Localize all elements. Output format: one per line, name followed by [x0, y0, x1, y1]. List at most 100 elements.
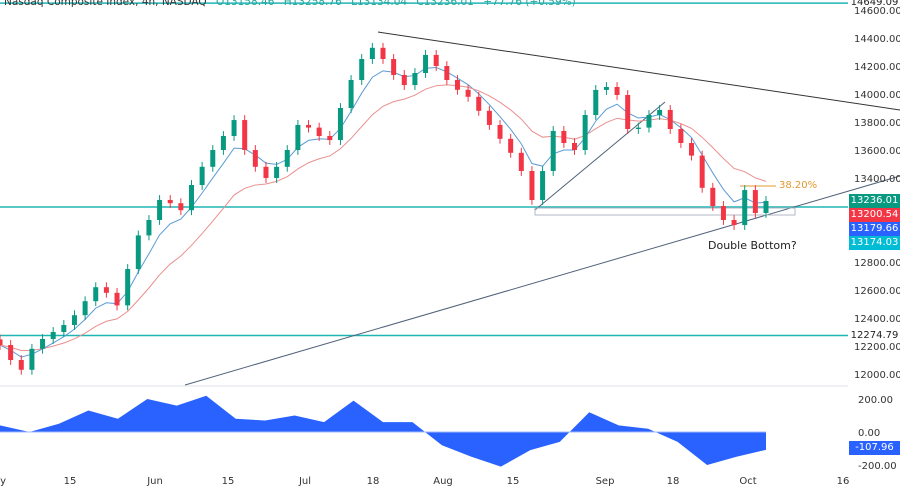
price-tag-ma-blue: 13179.66 [849, 222, 900, 236]
ascending-trendline [184, 175, 900, 386]
candle-body [540, 171, 546, 200]
pattern-label: Double Bottom? [708, 239, 797, 252]
price-axis-tick: 14600.00 [854, 6, 900, 17]
candle-body [284, 150, 290, 167]
oscillator-axis-tick: 200.00 [858, 395, 893, 406]
oscillator-axis-tick: -200.00 [858, 461, 897, 472]
high-value: H13258.76 [283, 0, 342, 8]
candle-body [29, 348, 35, 370]
candle-body [731, 220, 737, 226]
candle-body [444, 66, 450, 80]
candle-body [103, 287, 109, 293]
candle-body [689, 143, 695, 156]
oscillator-area [0, 395, 766, 467]
candle-body [306, 124, 312, 128]
price-tag-resistance: 14649.09 [850, 0, 899, 8]
candle-body [710, 187, 716, 206]
candle-body [135, 235, 141, 269]
candle-body [603, 87, 609, 90]
time-axis-tick: Sep [596, 476, 615, 487]
time-axis-tick: 15 [64, 476, 77, 487]
symbol-legend: Nasdaq Composite Index, 4h, NASDAQ O1315… [4, 0, 576, 8]
candle-body [380, 47, 386, 59]
candle-body [454, 80, 460, 90]
candle-body [40, 339, 46, 349]
price-tag-lower-support: 12274.79 [850, 330, 899, 341]
change-value: +77.76 (+0.59%) [483, 0, 576, 8]
candle-body [50, 332, 56, 339]
candle-body [231, 120, 237, 136]
candle-body [476, 96, 482, 111]
price-tag-last: 13236.01 [849, 194, 900, 208]
candle-body [752, 190, 758, 213]
open-value: O13158.46 [216, 0, 275, 8]
candle-body [348, 80, 354, 108]
candle-body [93, 287, 99, 302]
candle-body [0, 339, 3, 346]
candle-body [157, 199, 163, 220]
candle-body [242, 120, 248, 150]
candle-body [529, 171, 535, 200]
price-axis-tick: 12600.00 [854, 286, 900, 297]
candle-body [572, 143, 577, 150]
candle-body [199, 166, 205, 185]
price-axis-tick: 12200.00 [854, 342, 900, 353]
time-axis-tick: 18 [367, 476, 380, 487]
candle-body [337, 108, 343, 141]
candle-body [646, 115, 652, 128]
candle-body [657, 109, 663, 115]
candle-body [274, 166, 280, 178]
price-axis-tick: 13800.00 [854, 118, 900, 129]
time-axis-tick: 15 [222, 476, 235, 487]
candle-body [114, 292, 120, 306]
time-axis-tick: ay [0, 476, 6, 487]
candle-body [720, 206, 726, 220]
candle-body [71, 315, 77, 325]
candle-body [561, 130, 567, 143]
low-value: L13134.04 [351, 0, 408, 8]
price-axis-tick: 14000.00 [854, 90, 900, 101]
candle-body [401, 74, 407, 86]
candle-body [486, 110, 492, 125]
price-tag-ma-red: 13200.54 [849, 208, 900, 222]
candle-body [316, 127, 322, 136]
fib-label: 38.20% [779, 180, 818, 191]
time-axis-tick: 16 [837, 476, 850, 487]
candle-body [327, 136, 333, 141]
moving-average-line [0, 84, 767, 352]
time-axis-tick: 18 [667, 476, 680, 487]
time-axis-tick: Aug [433, 476, 453, 487]
candle-body [614, 87, 620, 95]
descending-trendline [377, 31, 900, 111]
candle-body [295, 124, 301, 150]
time-axis-tick: Jul [298, 476, 311, 487]
candle-body [742, 190, 748, 226]
symbol-title: Nasdaq Composite Index, 4h, NASDAQ [4, 0, 207, 8]
oscillator-last-tag: -107.96 [849, 441, 900, 455]
candle-body [8, 345, 14, 360]
candle-body [369, 47, 375, 59]
candle-body [61, 325, 67, 332]
price-axis-tick: 12000.00 [854, 370, 900, 381]
oscillator-axis-tick: 0.00 [858, 428, 880, 439]
candle-body [550, 130, 556, 171]
candle-body [189, 185, 194, 211]
candle-body [178, 203, 184, 211]
candle-body [582, 115, 588, 150]
candle-body [678, 129, 684, 143]
price-axis-tick: 13400.00 [854, 174, 900, 185]
moving-average-line [0, 66, 767, 358]
candle-body [220, 136, 226, 150]
candle-body [82, 301, 88, 316]
price-axis-tick: 14200.00 [854, 62, 900, 73]
candle-body [18, 360, 24, 370]
candle-body [252, 150, 258, 167]
candle-body [497, 124, 503, 139]
candle-body [465, 89, 471, 97]
price-axis-tick: 12400.00 [854, 314, 900, 325]
price-axis-tick: 13600.00 [854, 146, 900, 157]
candle-body [667, 109, 673, 129]
candle-body [125, 269, 131, 306]
